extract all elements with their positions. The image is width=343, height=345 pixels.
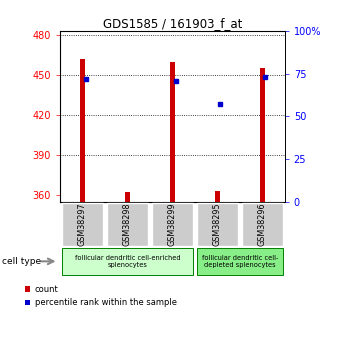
Text: GSM38296: GSM38296 (258, 203, 267, 246)
Bar (170, 62, 175, 202)
Text: follicular dendritic cell-
depleted splenocytes: follicular dendritic cell- depleted sple… (202, 255, 278, 268)
Text: GSM38298: GSM38298 (123, 203, 132, 246)
Bar (197, 203, 238, 246)
Text: cell type: cell type (2, 257, 41, 266)
Bar (260, 68, 265, 202)
Text: follicular dendritic cell-enriched
splenocytes: follicular dendritic cell-enriched splen… (75, 255, 180, 268)
Bar (152, 203, 193, 246)
Text: GSM38297: GSM38297 (78, 203, 87, 246)
Text: GSM38299: GSM38299 (168, 203, 177, 246)
Bar (62, 248, 193, 275)
Legend: count, percentile rank within the sample: count, percentile rank within the sample (21, 282, 180, 311)
Title: GDS1585 / 161903_f_at: GDS1585 / 161903_f_at (103, 17, 242, 30)
Bar (215, 191, 220, 202)
Bar (125, 193, 130, 202)
Bar (80, 59, 85, 202)
Bar (197, 248, 283, 275)
Bar (107, 203, 148, 246)
Bar (62, 203, 103, 246)
Bar (241, 203, 283, 246)
Text: GSM38295: GSM38295 (213, 203, 222, 246)
